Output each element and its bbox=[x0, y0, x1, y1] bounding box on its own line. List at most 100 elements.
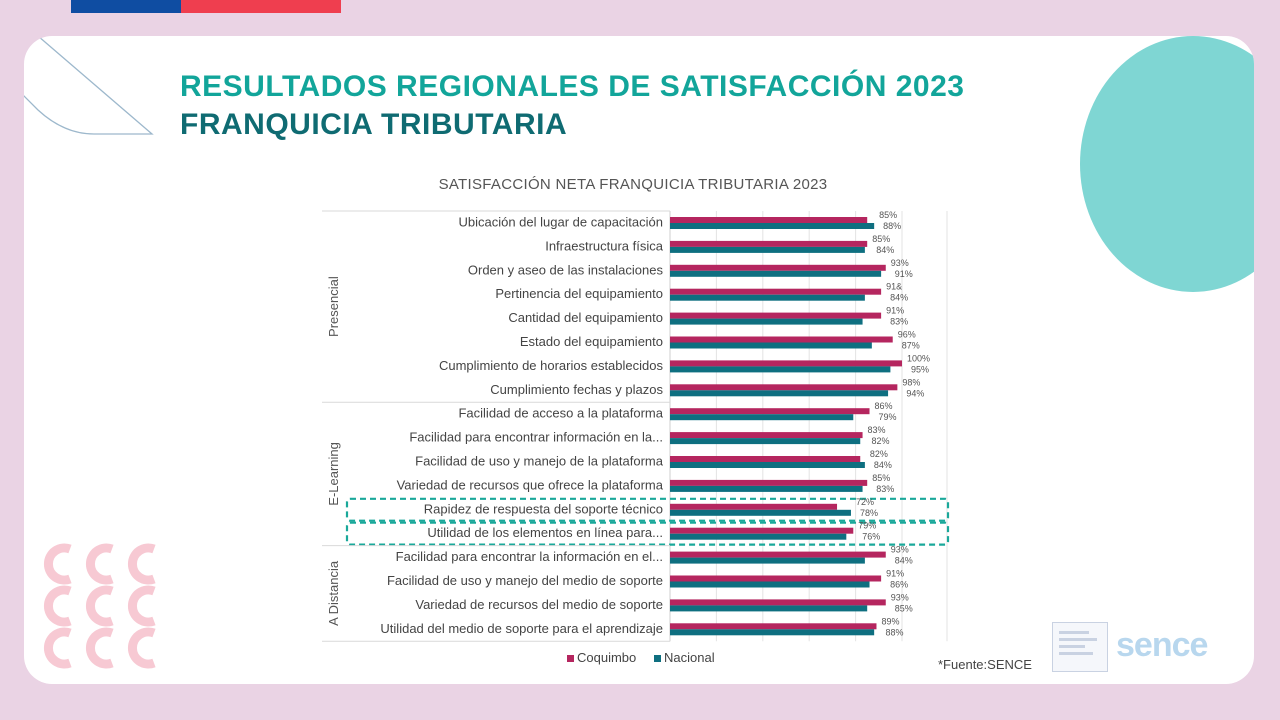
bar-coquimbo bbox=[670, 551, 886, 558]
value-label-nacional: 88% bbox=[885, 627, 903, 637]
group-label: Presencial bbox=[326, 276, 341, 337]
bar-coquimbo bbox=[670, 456, 861, 462]
bar-coquimbo bbox=[670, 432, 863, 439]
source-note: *Fuente:SENCE bbox=[938, 657, 1032, 672]
category-label: Cumplimiento fechas y plazos bbox=[490, 382, 663, 397]
bar-nacional bbox=[670, 581, 870, 588]
value-label-nacional: 87% bbox=[902, 341, 920, 351]
value-label-nacional: 83% bbox=[890, 317, 908, 327]
bar-coquimbo bbox=[670, 240, 868, 247]
bar-coquimbo bbox=[670, 312, 882, 319]
value-label-nacional: 82% bbox=[872, 436, 890, 446]
category-label: Facilidad de uso y manejo del medio de s… bbox=[387, 573, 663, 588]
category-label: Ubicación del lugar de capacitación bbox=[458, 215, 663, 230]
decorative-circle bbox=[1080, 36, 1254, 292]
bar-coquimbo bbox=[670, 479, 868, 486]
category-label: Facilidad para encontrar la información … bbox=[396, 549, 663, 564]
value-label-nacional: 85% bbox=[895, 603, 913, 613]
bar-coquimbo bbox=[670, 217, 868, 223]
bar-nacional bbox=[670, 270, 882, 277]
bar-coquimbo bbox=[670, 408, 870, 415]
bar-nacional bbox=[670, 533, 847, 540]
gobierno-logo bbox=[1052, 622, 1108, 672]
category-label: Utilidad del medio de soporte para el ap… bbox=[380, 621, 663, 636]
decorative-pattern bbox=[44, 543, 156, 669]
value-label-coquimbo: 93% bbox=[891, 258, 909, 268]
value-label-coquimbo: 86% bbox=[875, 401, 893, 411]
bar-nacional bbox=[670, 557, 865, 564]
category-label: Variedad de recursos que ofrece la plata… bbox=[397, 477, 664, 492]
category-label: Cumplimiento de horarios establecidos bbox=[439, 358, 664, 373]
value-label-coquimbo: 96% bbox=[898, 330, 916, 340]
bar-coquimbo bbox=[670, 623, 877, 630]
legend-swatch-nacional bbox=[654, 655, 661, 662]
bar-coquimbo bbox=[670, 360, 902, 367]
bar-coquimbo bbox=[670, 264, 886, 271]
legend-swatch-coquimbo bbox=[567, 655, 574, 662]
value-label-coquimbo: 89% bbox=[881, 616, 899, 626]
value-label-coquimbo: 91% bbox=[886, 569, 904, 579]
bar-coquimbo bbox=[670, 336, 893, 343]
value-label-coquimbo: 91& bbox=[886, 282, 902, 292]
bar-nacional bbox=[670, 223, 875, 229]
value-label-nacional: 86% bbox=[890, 580, 908, 590]
value-label-nacional: 84% bbox=[890, 293, 908, 303]
category-label: Facilidad para encontrar información en … bbox=[409, 430, 663, 445]
page-title: RESULTADOS REGIONALES DE SATISFACCIÓN 20… bbox=[180, 70, 965, 103]
value-label-coquimbo: 93% bbox=[891, 545, 909, 555]
value-label-coquimbo: 100% bbox=[907, 353, 930, 363]
bar-nacional bbox=[670, 414, 854, 421]
value-label-nacional: 84% bbox=[876, 245, 894, 255]
category-label: Pertinencia del equipamiento bbox=[495, 286, 663, 301]
bar-nacional bbox=[670, 629, 875, 636]
value-label-coquimbo: 91% bbox=[886, 306, 904, 316]
category-label: Facilidad de uso y manejo de la platafor… bbox=[415, 454, 664, 469]
bar-nacional bbox=[670, 318, 863, 325]
category-label: Rapidez de respuesta del soporte técnico bbox=[424, 501, 663, 516]
slide-card bbox=[24, 36, 1254, 684]
bar-nacional bbox=[670, 462, 865, 468]
category-label: Infraestructura física bbox=[545, 238, 664, 253]
bar-nacional bbox=[670, 509, 851, 516]
value-label-nacional: 95% bbox=[911, 364, 929, 374]
sence-logo: sence bbox=[1116, 626, 1208, 664]
bar-nacional bbox=[670, 366, 891, 373]
value-label-coquimbo: 85% bbox=[879, 210, 897, 220]
bar-coquimbo bbox=[670, 384, 898, 391]
flag-stripe-red bbox=[181, 0, 341, 13]
value-label-nacional: 91% bbox=[895, 269, 913, 279]
group-label: A Distancia bbox=[326, 560, 341, 626]
bar-nacional bbox=[670, 438, 861, 445]
value-label-coquimbo: 85% bbox=[872, 234, 890, 244]
bar-nacional bbox=[670, 605, 868, 612]
value-label-nacional: 84% bbox=[895, 556, 913, 566]
value-label-coquimbo: 93% bbox=[891, 592, 909, 602]
bar-nacional bbox=[670, 294, 865, 301]
value-label-coquimbo: 72% bbox=[856, 497, 874, 507]
value-label-nacional: 79% bbox=[879, 412, 897, 422]
bar-coquimbo bbox=[670, 503, 838, 510]
value-label-coquimbo: 85% bbox=[872, 473, 890, 483]
bar-nacional bbox=[670, 246, 865, 253]
chart-title: SATISFACCIÓN NETA FRANQUICIA TRIBUTARIA … bbox=[438, 176, 828, 193]
category-label: Utilidad de los elementos en línea para.… bbox=[427, 525, 663, 540]
value-label-coquimbo: 82% bbox=[870, 449, 888, 459]
bar-coquimbo bbox=[670, 599, 886, 606]
page-subtitle: FRANQUICIA TRIBUTARIA bbox=[180, 108, 568, 141]
value-label-nacional: 94% bbox=[906, 388, 924, 398]
value-label-nacional: 76% bbox=[862, 532, 880, 542]
flag-stripe-blue bbox=[71, 0, 181, 13]
category-label: Orden y aseo de las instalaciones bbox=[468, 262, 664, 277]
value-label-nacional: 84% bbox=[874, 460, 892, 470]
bar-coquimbo bbox=[670, 527, 854, 534]
value-label-coquimbo: 98% bbox=[902, 377, 920, 387]
value-label-nacional: 78% bbox=[860, 508, 878, 518]
bar-nacional bbox=[670, 342, 872, 349]
bar-coquimbo bbox=[670, 575, 882, 582]
value-label-nacional: 88% bbox=[883, 221, 901, 231]
legend-label-coquimbo: Coquimbo bbox=[577, 650, 636, 665]
value-label-coquimbo: 79% bbox=[858, 521, 876, 531]
category-label: Facilidad de acceso a la plataforma bbox=[458, 406, 663, 421]
value-label-coquimbo: 83% bbox=[868, 425, 886, 435]
